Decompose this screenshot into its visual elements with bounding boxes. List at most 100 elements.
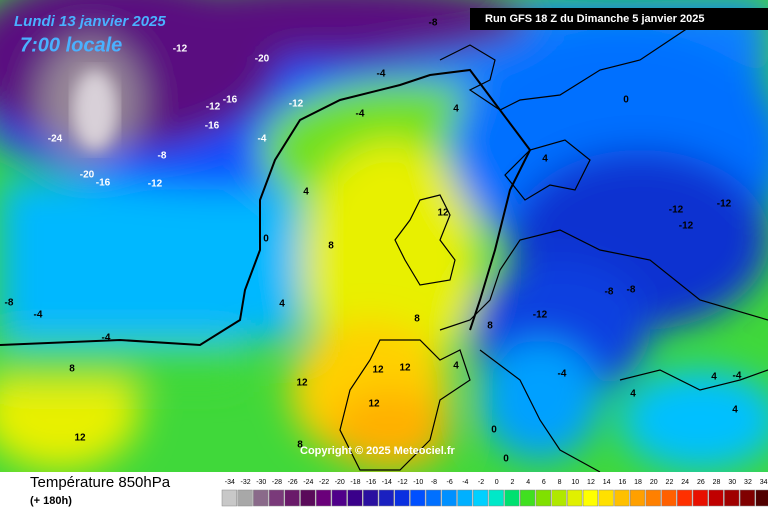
- contour-label: 4: [453, 104, 459, 115]
- contour-label: -20: [255, 54, 270, 65]
- scale-label: 22: [666, 479, 674, 486]
- scale-label: -32: [240, 479, 250, 486]
- contour-label: 12: [74, 433, 86, 444]
- scale-label: 34: [760, 479, 768, 486]
- contour-label: -16: [205, 121, 220, 132]
- scale-swatch: [410, 489, 426, 507]
- footer-title: Température 850hPa: [30, 474, 171, 491]
- contour-label: -4: [102, 333, 111, 344]
- coastlines: [339, 9, 768, 473]
- contour-label: -16: [223, 95, 238, 106]
- contour-label: 12: [372, 365, 384, 376]
- contour-label: 12: [368, 399, 380, 410]
- scale-swatch: [582, 489, 599, 507]
- scale-label: -34: [225, 479, 235, 486]
- scale-swatch: [598, 489, 614, 507]
- scale-label: 16: [618, 479, 626, 486]
- scale-swatch: [535, 489, 551, 507]
- contour-label: -4: [356, 109, 365, 120]
- copyright: Copyright © 2025 Meteociel.fr: [300, 445, 456, 457]
- contour-label: -20: [80, 170, 95, 181]
- scale-label: -6: [447, 479, 453, 486]
- contour-label: -24: [48, 134, 63, 145]
- contour-label: 0: [491, 425, 497, 436]
- scale-swatch: [692, 489, 708, 507]
- scale-label: 8: [558, 479, 562, 486]
- scale-swatch: [708, 489, 724, 507]
- contour-label: -4: [733, 371, 742, 382]
- scale-swatch: [315, 489, 332, 507]
- scale-label: -20: [335, 479, 345, 486]
- scale-label: -26: [288, 479, 298, 486]
- scale-swatch: [520, 489, 536, 507]
- contour-label: 8: [414, 314, 420, 325]
- scale-swatch: [504, 489, 520, 507]
- contour-label: -12: [148, 179, 163, 190]
- scale-swatch: [394, 489, 410, 507]
- contour-label: 4: [711, 372, 717, 383]
- scale-label: 26: [697, 479, 705, 486]
- scale-label: -10: [413, 479, 423, 486]
- contour-label: 8: [297, 440, 303, 451]
- forecast-time: 7:00 locale: [20, 34, 122, 56]
- scale-swatch: [331, 489, 347, 507]
- scale-swatch: [221, 489, 237, 507]
- scale-label: 4: [526, 479, 530, 486]
- contour-label: -12: [206, 102, 221, 113]
- contour-label: -4: [258, 134, 267, 145]
- contour-label: 4: [732, 405, 738, 416]
- scale-swatch: [677, 489, 693, 507]
- contour-label: -4: [34, 310, 43, 321]
- scale-label: -4: [462, 479, 468, 486]
- scale-label: 28: [713, 479, 721, 486]
- contour-label: 12: [399, 363, 411, 374]
- scale-swatch: [284, 489, 300, 507]
- scale-label: -14: [382, 479, 392, 486]
- scale-swatch: [472, 489, 489, 507]
- contour-label: -12: [533, 310, 548, 321]
- scale-swatch: [645, 489, 661, 507]
- scale-swatch: [253, 489, 269, 507]
- scale-swatch: [488, 489, 504, 507]
- scale-swatch: [363, 489, 379, 507]
- contour-label: 4: [279, 299, 285, 310]
- scale-label: -18: [350, 479, 360, 486]
- run-info: Run GFS 18 Z du Dimanche 5 janvier 2025: [485, 13, 704, 25]
- contour-label: -4: [558, 369, 567, 380]
- contour-label: 4: [630, 389, 636, 400]
- scale-label: 18: [634, 479, 642, 486]
- run-box: [470, 8, 768, 30]
- contour-label: -8: [627, 285, 636, 296]
- scale-swatch: [441, 489, 457, 507]
- contour-label: 8: [328, 241, 334, 252]
- scale-swatch: [724, 489, 740, 507]
- contour-label: -12: [679, 221, 694, 232]
- contour-label: -12: [717, 199, 732, 210]
- contour-label: 12: [437, 208, 449, 219]
- scale-label: -2: [478, 479, 484, 486]
- footer-lead: (+ 180h): [30, 495, 72, 507]
- scale-label: -30: [256, 479, 266, 486]
- scale-swatch: [567, 489, 583, 507]
- isotherm: [0, 68, 532, 347]
- scale-label: 30: [728, 479, 736, 486]
- scale-swatch: [300, 489, 316, 507]
- scale-swatch: [551, 489, 567, 507]
- scale-label: -28: [272, 479, 282, 486]
- scale-label: 20: [650, 479, 658, 486]
- scale-label: 12: [587, 479, 595, 486]
- scale-swatch: [739, 489, 756, 507]
- scale-label: 10: [571, 479, 579, 486]
- contour-label: -8: [5, 298, 14, 309]
- scale-label: 2: [510, 479, 514, 486]
- scale-label: 14: [603, 479, 611, 486]
- scale-swatch: [661, 489, 677, 507]
- contour-label: -12: [173, 44, 188, 55]
- scale-label: -24: [303, 479, 313, 486]
- contour-label: -16: [96, 178, 111, 189]
- scale-label: -8: [431, 479, 437, 486]
- scale-label: -12: [397, 479, 407, 486]
- contour-label: -8: [429, 18, 438, 29]
- scale-swatch: [268, 489, 285, 507]
- contour-label: 4: [542, 154, 548, 165]
